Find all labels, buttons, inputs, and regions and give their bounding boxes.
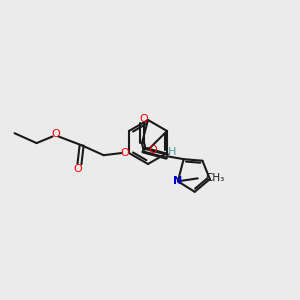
Text: N: N [173, 176, 182, 186]
Text: O: O [121, 148, 129, 158]
Text: CH₃: CH₃ [206, 173, 225, 183]
Text: O: O [140, 114, 148, 124]
Text: O: O [73, 164, 82, 174]
Text: H: H [168, 147, 176, 157]
Text: O: O [51, 130, 60, 140]
Text: O: O [149, 145, 158, 155]
